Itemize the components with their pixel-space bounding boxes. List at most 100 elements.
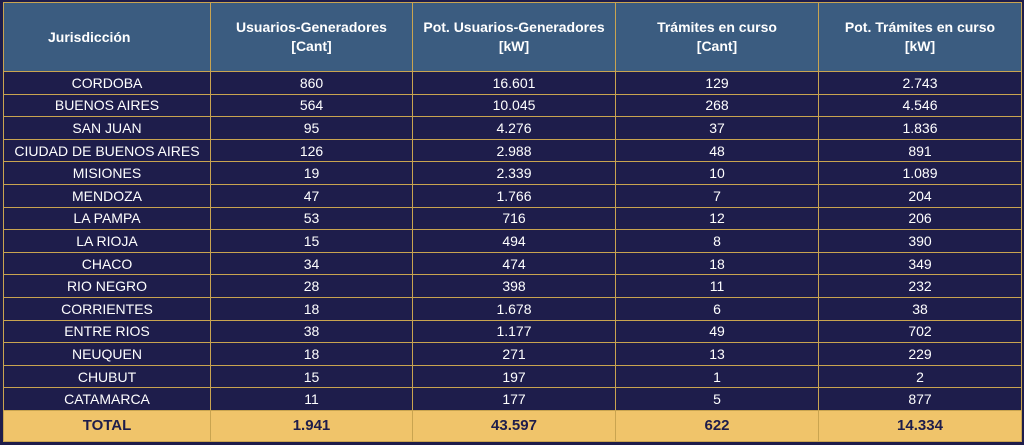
cell-tramites: 12 [615, 206, 819, 231]
header-jurisdiccion: Jurisdicción [3, 2, 211, 72]
cell-usuarios: 15 [210, 364, 413, 389]
cell-pot-usuarios: 2.339 [412, 161, 616, 185]
cell-pot-tramites: 390 [818, 229, 1022, 253]
cell-tramites: 13 [615, 342, 819, 366]
table-row: LA PAMPA 53 716 12 206 [3, 206, 1022, 231]
cell-tramites: 48 [615, 138, 819, 163]
table-row: CORDOBA 860 16.601 129 2.743 [3, 71, 1022, 95]
jurisdiction-table: Jurisdicción Usuarios-Generadores [Cant]… [3, 2, 1022, 442]
table-row: ENTRE RIOS 38 1.177 49 702 [3, 319, 1022, 344]
cell-pot-usuarios: 4.276 [412, 116, 616, 140]
cell-pot-usuarios: 716 [412, 206, 616, 231]
cell-pot-tramites: 349 [818, 251, 1022, 276]
cell-tramites: 1 [615, 364, 819, 389]
cell-jurisdiccion: ENTRE RIOS [3, 319, 211, 344]
cell-jurisdiccion: LA PAMPA [3, 206, 211, 231]
cell-usuarios: 126 [210, 138, 413, 163]
cell-jurisdiccion: MENDOZA [3, 183, 211, 208]
cell-pot-usuarios: 1.766 [412, 183, 616, 208]
cell-pot-tramites: 232 [818, 274, 1022, 298]
cell-usuarios: 95 [210, 116, 413, 140]
cell-usuarios: 564 [210, 93, 413, 118]
total-row: TOTAL 1.941 43.597 622 14.334 [3, 409, 1022, 442]
cell-usuarios: 18 [210, 296, 413, 321]
total-pot-usuarios: 43.597 [412, 409, 616, 442]
cell-usuarios: 28 [210, 274, 413, 298]
cell-pot-usuarios: 16.601 [412, 71, 616, 95]
cell-tramites: 268 [615, 93, 819, 118]
cell-tramites: 18 [615, 251, 819, 276]
cell-tramites: 11 [615, 274, 819, 298]
header-row: Jurisdicción Usuarios-Generadores [Cant]… [3, 2, 1022, 72]
cell-tramites: 49 [615, 319, 819, 344]
table-row: RIO NEGRO 28 398 11 232 [3, 274, 1022, 298]
total-pot-tramites: 14.334 [818, 409, 1022, 442]
header-pot-tramites-en-curso: Pot. Trámites en curso [kW] [818, 2, 1022, 72]
cell-jurisdiccion: LA RIOJA [3, 229, 211, 253]
total-tramites: 622 [615, 409, 819, 442]
cell-tramites: 8 [615, 229, 819, 253]
cell-usuarios: 53 [210, 206, 413, 231]
cell-jurisdiccion: CORRIENTES [3, 296, 211, 321]
cell-pot-usuarios: 1.678 [412, 296, 616, 321]
total-usuarios: 1.941 [210, 409, 413, 442]
cell-pot-usuarios: 474 [412, 251, 616, 276]
cell-usuarios: 860 [210, 71, 413, 95]
cell-jurisdiccion: CHUBUT [3, 364, 211, 389]
cell-jurisdiccion: BUENOS AIRES [3, 93, 211, 118]
cell-pot-tramites: 877 [818, 387, 1022, 411]
cell-pot-tramites: 38 [818, 296, 1022, 321]
table-row: LA RIOJA 15 494 8 390 [3, 229, 1022, 253]
header-tramites-en-curso: Trámites en curso [Cant] [615, 2, 819, 72]
cell-jurisdiccion: RIO NEGRO [3, 274, 211, 298]
table-row: NEUQUEN 18 271 13 229 [3, 342, 1022, 366]
cell-usuarios: 38 [210, 319, 413, 344]
cell-tramites: 5 [615, 387, 819, 411]
cell-pot-usuarios: 1.177 [412, 319, 616, 344]
table-row: MENDOZA 47 1.766 7 204 [3, 183, 1022, 208]
total-label: TOTAL [3, 409, 211, 442]
table-row: BUENOS AIRES 564 10.045 268 4.546 [3, 93, 1022, 118]
cell-jurisdiccion: CIUDAD DE BUENOS AIRES [3, 138, 211, 163]
cell-pot-tramites: 206 [818, 206, 1022, 231]
cell-usuarios: 11 [210, 387, 413, 411]
cell-usuarios: 19 [210, 161, 413, 185]
cell-pot-tramites: 4.546 [818, 93, 1022, 118]
cell-pot-tramites: 2 [818, 364, 1022, 389]
cell-tramites: 7 [615, 183, 819, 208]
cell-pot-usuarios: 10.045 [412, 93, 616, 118]
table-row: MISIONES 19 2.339 10 1.089 [3, 161, 1022, 185]
cell-pot-usuarios: 271 [412, 342, 616, 366]
header-pot-usuarios-generadores: Pot. Usuarios-Generadores [kW] [412, 2, 616, 72]
cell-pot-usuarios: 398 [412, 274, 616, 298]
cell-pot-tramites: 1.089 [818, 161, 1022, 185]
table-row: CIUDAD DE BUENOS AIRES 126 2.988 48 891 [3, 138, 1022, 163]
table-row: CHUBUT 15 197 1 2 [3, 364, 1022, 389]
table-row: SAN JUAN 95 4.276 37 1.836 [3, 116, 1022, 140]
cell-usuarios: 47 [210, 183, 413, 208]
cell-jurisdiccion: MISIONES [3, 161, 211, 185]
cell-usuarios: 34 [210, 251, 413, 276]
cell-pot-usuarios: 177 [412, 387, 616, 411]
table-row: CHACO 34 474 18 349 [3, 251, 1022, 276]
cell-pot-tramites: 702 [818, 319, 1022, 344]
cell-tramites: 10 [615, 161, 819, 185]
cell-jurisdiccion: SAN JUAN [3, 116, 211, 140]
cell-pot-usuarios: 197 [412, 364, 616, 389]
cell-pot-tramites: 229 [818, 342, 1022, 366]
cell-jurisdiccion: CATAMARCA [3, 387, 211, 411]
cell-jurisdiccion: NEUQUEN [3, 342, 211, 366]
cell-pot-tramites: 204 [818, 183, 1022, 208]
table-row: CATAMARCA 11 177 5 877 [3, 387, 1022, 411]
cell-tramites: 129 [615, 71, 819, 95]
cell-usuarios: 18 [210, 342, 413, 366]
header-usuarios-generadores: Usuarios-Generadores [Cant] [210, 2, 413, 72]
table-row: CORRIENTES 18 1.678 6 38 [3, 296, 1022, 321]
cell-pot-usuarios: 494 [412, 229, 616, 253]
cell-tramites: 37 [615, 116, 819, 140]
cell-jurisdiccion: CORDOBA [3, 71, 211, 95]
cell-usuarios: 15 [210, 229, 413, 253]
cell-tramites: 6 [615, 296, 819, 321]
cell-jurisdiccion: CHACO [3, 251, 211, 276]
cell-pot-tramites: 891 [818, 138, 1022, 163]
